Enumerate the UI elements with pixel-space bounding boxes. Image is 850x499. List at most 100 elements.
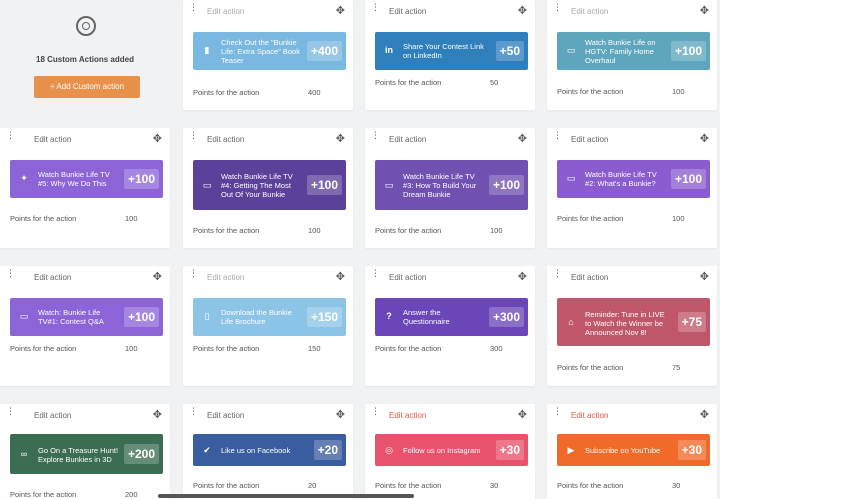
points-value[interactable]: 100 <box>308 226 321 235</box>
move-icon[interactable]: ✥ <box>335 409 345 421</box>
action-button[interactable]: ▭ Watch Bunkie Life TV #3: How To Build … <box>375 160 528 210</box>
bell-icon: ⌂ <box>568 317 574 327</box>
action-button[interactable]: ✦ Watch Bunkie Life TV #5: Why We Do Thi… <box>10 160 163 198</box>
points-value[interactable]: 100 <box>125 214 138 223</box>
edit-action-link[interactable]: Edit action <box>389 135 427 144</box>
edit-action-link[interactable]: Edit action <box>389 7 427 16</box>
check-icon: ✔ <box>203 445 211 455</box>
edit-action-link[interactable]: Edit action <box>207 273 245 282</box>
action-card: ⋮ Edit action ✥ ▶ Subscribe on YouTube +30… <box>547 404 717 499</box>
points-value[interactable]: 100 <box>672 214 685 223</box>
action-card: ⋮ Edit action ✥ ▭ Watch Bunkie Life TV #4:… <box>183 128 353 248</box>
drag-handle-icon[interactable]: ⋮ <box>553 2 562 12</box>
move-icon[interactable]: ✥ <box>699 5 709 17</box>
drag-handle-icon[interactable]: ⋮ <box>189 406 198 416</box>
move-icon[interactable]: ✥ <box>699 271 709 283</box>
custom-actions-summary: 18 Custom Actions added + Add Custom act… <box>0 0 170 110</box>
action-card: ⋮ Edit action ✥ ▭ Watch Bunkie Life on HGT… <box>547 0 717 110</box>
drag-handle-icon[interactable]: ⋮ <box>371 406 380 416</box>
action-button[interactable]: ▭ Watch Bunkie Life TV #2: What's a Bunk… <box>557 160 710 198</box>
points-value[interactable]: 20 <box>308 481 317 490</box>
action-card: ⋮ Edit action ✥ in Share Your Contest Link… <box>365 0 535 110</box>
drag-handle-icon[interactable]: ⋮ <box>189 2 198 12</box>
points-value[interactable]: 300 <box>490 344 503 353</box>
move-icon[interactable]: ✥ <box>517 409 527 421</box>
drag-handle-icon[interactable]: ⋮ <box>6 130 15 140</box>
move-icon[interactable]: ✥ <box>335 271 345 283</box>
points-value[interactable]: 30 <box>490 481 499 490</box>
edit-action-link[interactable]: Edit action <box>571 411 609 420</box>
move-icon[interactable]: ✥ <box>517 271 527 283</box>
action-button[interactable]: ✔ Like us on Facebook +20 <box>193 434 346 466</box>
document-icon: ▯ <box>204 311 210 321</box>
edit-action-link[interactable]: Edit action <box>207 135 245 144</box>
drag-handle-icon[interactable]: ⋮ <box>6 268 15 278</box>
move-icon[interactable]: ✥ <box>699 409 709 421</box>
action-card: ⋮ Edit action ✥ ∞ Go On a Treasure Hunt! E… <box>0 404 170 499</box>
points-value[interactable]: 100 <box>672 87 685 96</box>
edit-action-link[interactable]: Edit action <box>571 7 609 16</box>
edit-action-link[interactable]: Edit action <box>34 273 72 282</box>
drag-handle-icon[interactable]: ⋮ <box>6 406 15 416</box>
drag-handle-icon[interactable]: ⋮ <box>553 268 562 278</box>
action-card: ⋮ Edit action ✥ ▭ Watch Bunkie Life TV #3:… <box>365 128 535 248</box>
action-card: ⋮ Edit action ✥ ▯ Download the Bunkie Life… <box>183 266 353 386</box>
linkedin-icon: in <box>385 45 393 55</box>
add-custom-action-button[interactable]: + Add Custom action <box>34 76 140 98</box>
edit-action-link[interactable]: Edit action <box>34 411 72 420</box>
drag-handle-icon[interactable]: ⋮ <box>371 2 380 12</box>
horizontal-scrollbar[interactable] <box>158 494 414 498</box>
move-icon[interactable]: ✥ <box>699 133 709 145</box>
drag-handle-icon[interactable]: ⋮ <box>553 130 562 140</box>
gear-icon <box>76 16 96 36</box>
monitor-icon: ▭ <box>19 311 29 321</box>
action-button[interactable]: ▭ Watch Bunkie Life on HGTV: Family Home… <box>557 32 710 70</box>
points-value[interactable]: 50 <box>490 78 499 87</box>
action-card: ⋮ Edit action ✥ ▭ Watch Bunkie Life TV #2:… <box>547 128 717 248</box>
right-pane <box>720 0 850 499</box>
move-icon[interactable]: ✥ <box>335 133 345 145</box>
action-card: ⋮ Edit action ✥ ▭ Watch: Bunkie Life TV#1:… <box>0 266 170 386</box>
question-icon: ? <box>386 311 392 321</box>
action-card: ⋮ Edit action ✥ ⌂ Reminder: Tune in LIVE t… <box>547 266 717 386</box>
action-button[interactable]: ⌂ Reminder: Tune in LIVE to Watch the Wi… <box>557 298 710 346</box>
edit-action-link[interactable]: Edit action <box>389 273 427 282</box>
edit-action-link[interactable]: Edit action <box>571 273 609 282</box>
points-value[interactable]: 100 <box>125 344 138 353</box>
instagram-icon: ◎ <box>385 445 393 455</box>
move-icon[interactable]: ✥ <box>152 409 162 421</box>
action-button[interactable]: ◎ Follow us on Instagram +30 <box>375 434 528 466</box>
drag-handle-icon[interactable]: ⋮ <box>189 130 198 140</box>
points-value[interactable]: 150 <box>308 344 321 353</box>
drag-handle-icon[interactable]: ⋮ <box>553 406 562 416</box>
move-icon[interactable]: ✥ <box>152 271 162 283</box>
points-value[interactable]: 100 <box>490 226 503 235</box>
action-button[interactable]: ? Answer the Questionnaire +300 <box>375 298 528 336</box>
action-button[interactable]: ▭ Watch: Bunkie Life TV#1: Contest Q&A +… <box>10 298 163 336</box>
action-button[interactable]: ∞ Go On a Treasure Hunt! Explore Bunkies… <box>10 434 163 474</box>
action-button[interactable]: ▯ Download the Bunkie Life Brochure +150 <box>193 298 346 336</box>
edit-action-link[interactable]: Edit action <box>34 135 72 144</box>
drag-handle-icon[interactable]: ⋮ <box>371 130 380 140</box>
action-button[interactable]: ▭ Watch Bunkie Life TV #4: Getting The M… <box>193 160 346 210</box>
move-icon[interactable]: ✥ <box>152 133 162 145</box>
action-card: ⋮ Edit action ✥ ✦ Watch Bunkie Life TV #5:… <box>0 128 170 248</box>
points-value[interactable]: 75 <box>672 363 681 372</box>
move-icon[interactable]: ✥ <box>335 5 345 17</box>
custom-actions-count: 18 Custom Actions added <box>36 55 134 64</box>
edit-action-link[interactable]: Edit action <box>571 135 609 144</box>
action-button[interactable]: in Share Your Contest Link on LinkedIn +… <box>375 32 528 70</box>
edit-action-link[interactable]: Edit action <box>207 7 245 16</box>
edit-action-link[interactable]: Edit action <box>207 411 245 420</box>
monitor-icon: ▭ <box>202 180 212 190</box>
points-value[interactable]: 400 <box>308 88 321 97</box>
edit-action-link[interactable]: Edit action <box>389 411 427 420</box>
action-button[interactable]: ▶ Subscribe on YouTube +30 <box>557 434 710 466</box>
action-button[interactable]: ▮ Check Out the "Bunkie Life: Extra Spac… <box>193 32 346 70</box>
move-icon[interactable]: ✥ <box>517 133 527 145</box>
move-icon[interactable]: ✥ <box>517 5 527 17</box>
points-value[interactable]: 30 <box>672 481 681 490</box>
drag-handle-icon[interactable]: ⋮ <box>189 268 198 278</box>
drag-handle-icon[interactable]: ⋮ <box>371 268 380 278</box>
points-value[interactable]: 200 <box>125 490 138 499</box>
